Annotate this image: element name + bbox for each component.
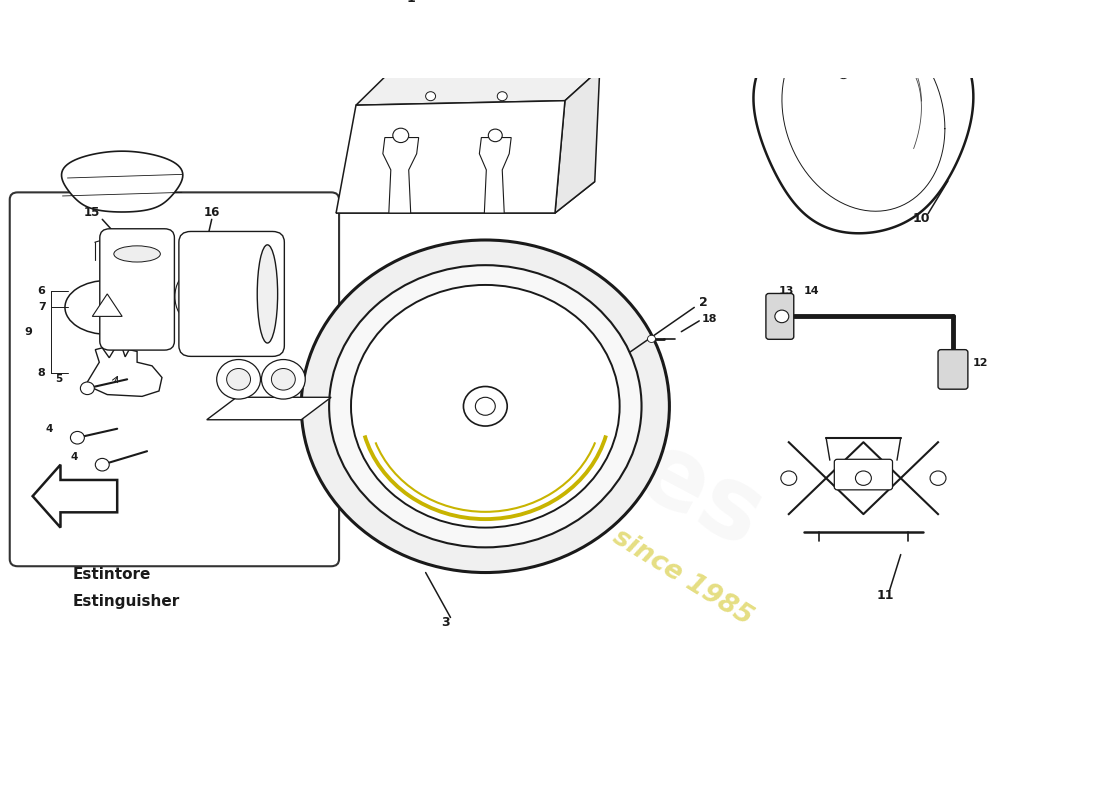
Polygon shape xyxy=(480,138,512,213)
Circle shape xyxy=(931,471,946,486)
Text: 6: 6 xyxy=(37,286,45,296)
Ellipse shape xyxy=(257,245,277,343)
Polygon shape xyxy=(140,293,169,310)
Polygon shape xyxy=(87,348,162,396)
Text: Estinguisher: Estinguisher xyxy=(73,594,179,609)
Circle shape xyxy=(463,386,507,426)
Polygon shape xyxy=(207,398,331,420)
Polygon shape xyxy=(33,465,118,527)
Circle shape xyxy=(426,92,436,101)
Polygon shape xyxy=(92,294,122,316)
Circle shape xyxy=(475,398,495,415)
Ellipse shape xyxy=(132,278,162,328)
Text: 15: 15 xyxy=(84,206,100,218)
Circle shape xyxy=(272,369,295,390)
Polygon shape xyxy=(356,70,600,105)
Circle shape xyxy=(70,431,85,444)
FancyBboxPatch shape xyxy=(179,231,284,356)
Text: 12: 12 xyxy=(972,358,989,368)
Circle shape xyxy=(393,128,409,142)
Text: Estintore: Estintore xyxy=(73,567,151,582)
Text: 13: 13 xyxy=(779,286,794,296)
Circle shape xyxy=(351,285,619,527)
Text: iSpares: iSpares xyxy=(361,287,779,570)
Text: 2: 2 xyxy=(700,297,708,310)
Text: 7: 7 xyxy=(37,302,45,313)
Ellipse shape xyxy=(113,246,161,262)
Circle shape xyxy=(262,359,305,399)
Circle shape xyxy=(329,265,641,547)
FancyBboxPatch shape xyxy=(938,350,968,389)
Text: 1: 1 xyxy=(406,0,415,5)
Text: 17: 17 xyxy=(292,407,307,418)
Polygon shape xyxy=(337,182,595,213)
Text: 4: 4 xyxy=(70,453,77,462)
Polygon shape xyxy=(556,70,600,213)
Circle shape xyxy=(80,382,95,394)
Text: 8: 8 xyxy=(37,368,45,378)
Circle shape xyxy=(301,240,670,573)
Text: 11: 11 xyxy=(877,590,894,602)
Text: a passion for parts since 1985: a passion for parts since 1985 xyxy=(363,370,757,630)
FancyBboxPatch shape xyxy=(100,229,175,350)
FancyBboxPatch shape xyxy=(834,459,892,490)
Text: 18: 18 xyxy=(701,314,717,324)
Circle shape xyxy=(774,310,789,322)
Circle shape xyxy=(497,92,507,101)
Text: 9: 9 xyxy=(25,326,33,337)
Ellipse shape xyxy=(65,281,150,334)
FancyBboxPatch shape xyxy=(10,192,339,566)
Polygon shape xyxy=(337,101,565,213)
FancyBboxPatch shape xyxy=(766,294,794,339)
Text: 10: 10 xyxy=(912,212,930,225)
Circle shape xyxy=(227,369,251,390)
Text: 5: 5 xyxy=(55,374,63,384)
Circle shape xyxy=(648,335,656,342)
Text: 3: 3 xyxy=(441,617,450,630)
Ellipse shape xyxy=(118,275,192,325)
Text: 16: 16 xyxy=(204,206,220,218)
Polygon shape xyxy=(383,138,419,213)
Circle shape xyxy=(856,471,871,486)
Polygon shape xyxy=(62,151,183,212)
Polygon shape xyxy=(754,0,974,234)
Circle shape xyxy=(96,458,109,471)
Ellipse shape xyxy=(187,246,205,342)
Circle shape xyxy=(488,129,503,142)
Circle shape xyxy=(838,70,848,78)
Text: 4: 4 xyxy=(45,424,53,434)
Circle shape xyxy=(217,359,261,399)
Text: 14: 14 xyxy=(804,286,820,296)
Circle shape xyxy=(781,471,796,486)
Ellipse shape xyxy=(175,274,202,319)
